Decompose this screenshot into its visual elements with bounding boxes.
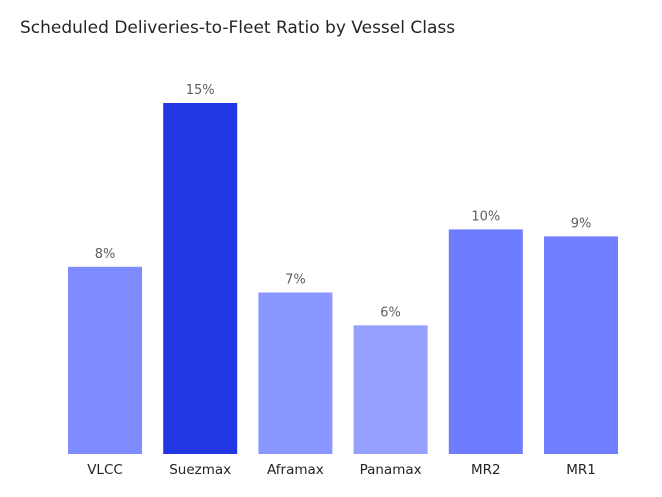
bar-suezmax[interactable] (163, 103, 238, 454)
data-labels-group: 8% 15% 7% 6% 10% 9% (95, 83, 592, 320)
category-label-mr2: MR2 (471, 462, 501, 478)
chart-title: Scheduled Deliveries-to-Fleet Ratio by V… (20, 18, 456, 38)
category-label-mr1: MR1 (566, 462, 596, 478)
category-label-panamax: Panamax (360, 462, 422, 478)
data-label-panamax: 6% (380, 305, 401, 320)
category-labels-group: VLCC Suezmax Aframax Panamax MR2 MR1 (87, 462, 596, 478)
data-label-mr1: 9% (571, 216, 592, 231)
data-label-vlcc: 8% (95, 247, 116, 262)
bar-panamax[interactable] (353, 325, 428, 454)
category-label-aframax: Aframax (267, 462, 324, 478)
bar-vlcc[interactable] (68, 266, 142, 454)
data-label-suezmax: 15% (186, 83, 215, 98)
category-label-suezmax: Suezmax (169, 462, 231, 478)
bar-aframax[interactable] (258, 292, 333, 455)
category-label-vlcc: VLCC (87, 462, 123, 478)
bar-mr2[interactable] (448, 229, 523, 454)
bar-mr1[interactable] (544, 236, 618, 454)
data-label-aframax: 7% (285, 273, 306, 288)
bars-group (68, 103, 618, 454)
data-label-mr2: 10% (471, 209, 500, 224)
